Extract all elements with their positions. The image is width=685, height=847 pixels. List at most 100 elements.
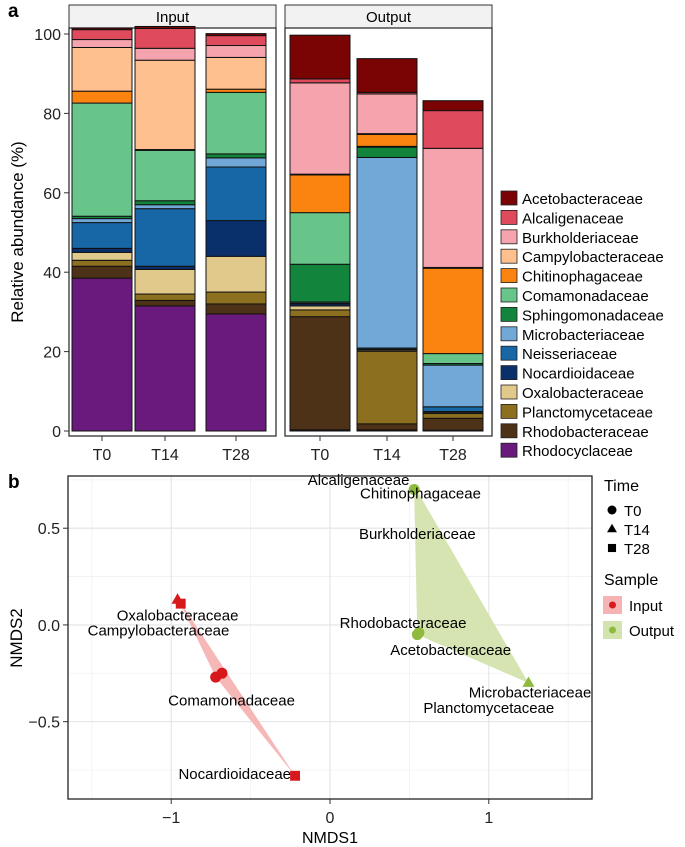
bar-segment-oxalobacteraceae [205,255,267,293]
legend-key-neisseriaceae [500,345,518,361]
bar-segment-nocardioidaceae [205,220,267,257]
point-input-t28 [175,598,186,609]
bar-segment-comamonadaceae [289,212,351,265]
bar-segment-comamonadaceae [71,102,133,217]
bar-segment-acetobacteraceae [422,100,484,112]
point-input-t28 [290,770,301,781]
legend-label: Alcaligenaceae [522,210,624,227]
bar-segment-microbacteriaceae [422,364,484,408]
x-tick-label: T14 [373,447,401,464]
x-tick-label: T14 [151,447,179,464]
legend-time-label: T0 [624,503,642,520]
legend-key-oxalobacteraceae [500,384,518,400]
legend-time-label: T14 [624,522,650,539]
bar-segment-comamonadaceae [205,91,267,155]
bar-segment-oxalobacteraceae [71,251,133,261]
bar-segment-acetobacteraceae [356,58,418,93]
y-tick-label: 20 [43,345,61,362]
x-tick-label: T28 [439,447,467,464]
legend-key-microbacteriaceae [500,326,518,342]
point-output-t0 [408,484,420,496]
legend-label: Rhodocyclaceae [522,443,633,460]
bar-segment-neisseriaceae [134,208,196,267]
x-tick-label: −1 [162,810,180,827]
bar-segment-neisseriaceae [205,166,267,222]
y-axis-title: Relative abundance (%) [8,141,27,322]
bar-segment-sphingomonadaceae [356,146,418,158]
point-label: Campylobacteraceae [88,623,230,640]
bar-segment-rhodocyclaceae [71,277,133,432]
legend-key-chitinophagaceae [500,268,518,284]
point-output-t14 [522,676,535,687]
legend-key-planctomycetaceae [500,403,518,419]
stacked-bar-chart: 0 20 40 60 80 100 Relative abundance (%) Input T… [8,4,664,464]
bar-segment-comamonadaceae [422,353,484,365]
bar-segment-acetobacteraceae [134,25,196,29]
legend-sample-dot [609,601,616,609]
bar-segment-acetobacteraceae [71,27,133,31]
bar-segment-planctomycetaceae [71,259,133,267]
bar-segment-comamonadaceae [134,149,196,202]
bar-segment-rhodobacteraceae [356,423,418,431]
output-hull [414,485,529,683]
y-tick-label: 60 [43,186,61,203]
legend-time-label: T28 [624,541,650,558]
legend-label: Chitinophagaceae [522,269,643,286]
point-label: Rhodobacteraceae [340,615,467,632]
input-hull [177,597,296,776]
bar-segment-chitinophagaceae [356,133,418,147]
bar-segment-sphingomonadaceae [205,153,267,159]
point-label: Chitinophagaceae [360,485,481,502]
bar-segment-chitinophagaceae [71,90,133,104]
bar-segment-planctomycetaceae [205,291,267,305]
legend-label: Comamonadaceae [522,288,649,305]
bar-segment-rhodobacteraceae [422,417,484,431]
bar-segment-chitinophagaceae [289,174,351,214]
panel-b-label: b [8,472,20,493]
bar-segment-burkholderiaceae [134,47,196,61]
panel-a-label: a [8,1,19,22]
legend-key-comamonadaceae [500,287,518,303]
bar-segment-alcaligenaceae [289,78,351,84]
legend-label: Sphingomonadaceae [522,307,664,324]
bar-segment-microbacteriaceae [356,156,418,349]
bar-segment-microbacteriaceae [134,204,196,210]
x-tick-label: T0 [311,447,330,464]
legend-sample-label: Output [629,623,675,640]
y-tick-label: 0.0 [38,618,60,635]
facet-strip-label: Output [366,9,412,26]
bar-segment-acetobacteraceae [205,33,267,37]
bar-segment-planctomycetaceae [356,350,418,425]
x-tick-label: 0 [326,810,335,827]
bar-segment-planctomycetaceae [134,293,196,301]
x-tick-label: T0 [93,447,112,464]
y-tick-label: 40 [43,265,61,282]
legend-label: Oxalobacteraceae [522,385,644,402]
facet-strip-label: Input [156,9,190,26]
bar-segment-planctomycetaceae [289,309,351,318]
bar-segment-alcaligenaceae [134,27,196,49]
bar-segment-chitinophagaceae [422,267,484,355]
bar-segment-planctomycetaceae [422,413,484,419]
legend-key-rhodocyclaceae [500,442,518,458]
bar-segment-sphingomonadaceae [289,263,351,303]
bar-segment-rhodobacteraceae [205,303,267,315]
legend-time-title: Time [604,478,639,495]
legend-label: Campylobacteraceae [522,249,664,266]
point-label: Planctomycetaceae [423,700,554,717]
bar-segment-microbacteriaceae [71,218,133,224]
bar-segment-burkholderiaceae [356,93,418,135]
legend-sample-title: Sample [604,572,658,589]
bar-segment-nocardioidaceae [71,247,133,253]
bar-segment-campylobacteraceae [71,46,133,92]
bar-segment-neisseriaceae [71,222,133,249]
legend-time-key-t28 [607,543,617,553]
bar-segment-alcaligenaceae [205,35,267,47]
y-tick-label: 80 [43,106,61,123]
bar-segment-oxalobacteraceae [289,305,351,311]
legend-key-alcaligenaceae [500,209,518,225]
bar-segment-sphingomonadaceae [134,200,196,206]
bar-segment-burkholderiaceae [422,147,484,268]
y-tick-label: −0.5 [28,715,60,732]
nmds-scatter-plot: AlcaligenaceaeChitinophagaceaeBurkholder… [7,472,675,847]
